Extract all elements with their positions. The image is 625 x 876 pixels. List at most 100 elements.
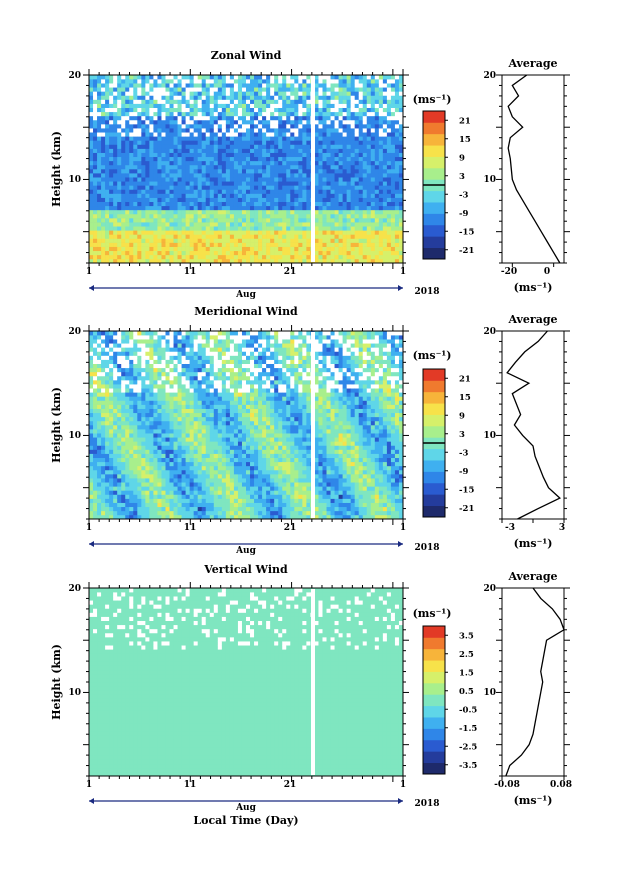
heatmap-cell	[334, 189, 339, 194]
heatmap-cell	[374, 164, 380, 170]
heatmap-cell	[145, 144, 150, 149]
heatmap-cell	[113, 449, 118, 454]
heatmap-cell	[121, 234, 126, 239]
heatmap-cell	[173, 457, 178, 463]
heatmap-cell	[173, 445, 178, 450]
heatmap-cell	[109, 453, 114, 458]
heatmap-cell	[246, 189, 251, 194]
heatmap-cell	[382, 234, 388, 239]
heatmap-cell	[358, 230, 364, 235]
heatmap-cell	[302, 83, 307, 88]
heatmap-cell	[193, 185, 198, 190]
heatmap-cell	[262, 177, 267, 182]
heatmap-cell	[185, 226, 190, 231]
heatmap-cell	[254, 128, 259, 133]
heatmap-cell	[189, 371, 194, 377]
heatmap-cell	[133, 205, 138, 211]
heatmap-cell	[89, 226, 94, 231]
heatmap-cell	[133, 371, 138, 377]
heatmap-cell	[241, 238, 247, 243]
heatmap-cell	[93, 95, 98, 100]
heatmap-cell	[97, 115, 102, 121]
heatmap-cell	[177, 339, 182, 344]
heatmap-cell	[354, 95, 360, 100]
heatmap-cell	[89, 209, 94, 215]
heatmap-cell	[93, 181, 98, 186]
avg-y-tick-10: 10	[483, 175, 496, 185]
heatmap-cell	[286, 222, 291, 227]
heatmap-cell	[101, 412, 106, 418]
heatmap-cell	[354, 152, 360, 158]
heatmap-cell	[181, 169, 186, 174]
heatmap-cell	[217, 242, 223, 247]
heatmap-cell	[113, 181, 118, 186]
heatmap-cell	[169, 218, 174, 223]
heatmap-cell	[125, 351, 130, 356]
heatmap-cell	[149, 124, 154, 129]
heatmap-cell	[117, 242, 122, 247]
heatmap-cell	[137, 355, 142, 360]
heatmap-cell	[157, 506, 162, 512]
heatmap-cell	[213, 75, 219, 80]
heatmap-cell	[149, 502, 154, 508]
heatmap-cell	[286, 79, 291, 84]
heatmap-cell	[302, 119, 307, 125]
heatmap-cell	[121, 347, 126, 352]
heatmap-cell	[109, 226, 114, 231]
heatmap-cell	[334, 234, 339, 239]
heatmap-cell	[153, 384, 158, 389]
heatmap-cell	[181, 226, 186, 231]
heatmap-cell	[169, 185, 174, 190]
heatmap-cell	[266, 115, 271, 121]
heatmap-cell	[149, 230, 154, 235]
heatmap-cell	[366, 242, 372, 247]
heatmap-cell	[338, 218, 343, 223]
heatmap-cell	[358, 177, 364, 182]
heatmap-cell	[137, 242, 142, 247]
heatmap-cell	[246, 197, 251, 202]
heatmap-cell	[137, 498, 142, 503]
heatmap-cell	[334, 87, 339, 92]
heatmap-cell	[109, 160, 114, 166]
heatmap-cell	[254, 177, 259, 182]
heatmap-cell	[270, 209, 275, 215]
heatmap-cell	[246, 115, 251, 121]
heatmap-cell	[266, 144, 271, 149]
heatmap-cell	[117, 103, 122, 108]
heatmap-cell	[386, 144, 392, 149]
heatmap-cell	[185, 408, 190, 414]
heatmap-cell	[117, 335, 122, 340]
heatmap-cell	[217, 226, 223, 231]
heatmap-cell	[109, 392, 114, 397]
heatmap-cell	[290, 226, 295, 231]
heatmap-cell	[105, 193, 110, 198]
heatmap-cell	[334, 218, 339, 223]
heatmap-cell	[101, 95, 106, 100]
heatmap-cell	[382, 254, 388, 260]
heatmap-cell	[97, 433, 102, 438]
heatmap-cell	[133, 441, 138, 446]
heatmap-cell	[302, 181, 307, 186]
heatmap-cell	[290, 185, 295, 190]
heatmap-cell	[173, 461, 178, 467]
heatmap-cell	[250, 193, 255, 198]
heatmap-cell	[117, 132, 122, 137]
heatmap-cell	[137, 380, 142, 385]
heatmap-cell	[390, 95, 396, 100]
heatmap-cell	[338, 189, 343, 194]
heatmap-cell	[149, 111, 154, 117]
heatmap-cell	[362, 148, 368, 153]
heatmap-cell	[165, 132, 170, 137]
heatmap-cell	[133, 355, 138, 360]
heatmap-cell	[246, 140, 251, 145]
heatmap-cell	[173, 363, 178, 369]
heatmap-cell	[250, 152, 255, 158]
heatmap-cell	[181, 140, 186, 145]
heatmap-cell	[282, 201, 287, 207]
heatmap-cell	[386, 218, 392, 223]
heatmap-cell	[189, 246, 194, 252]
heatmap-cell	[229, 83, 235, 88]
heatmap-cell	[129, 433, 134, 438]
heatmap-cell	[254, 193, 259, 198]
heatmap-cell	[181, 469, 186, 475]
